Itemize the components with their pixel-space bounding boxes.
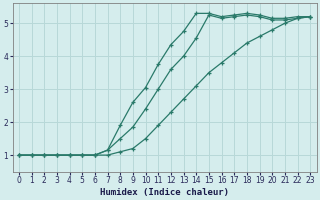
X-axis label: Humidex (Indice chaleur): Humidex (Indice chaleur): [100, 188, 229, 197]
